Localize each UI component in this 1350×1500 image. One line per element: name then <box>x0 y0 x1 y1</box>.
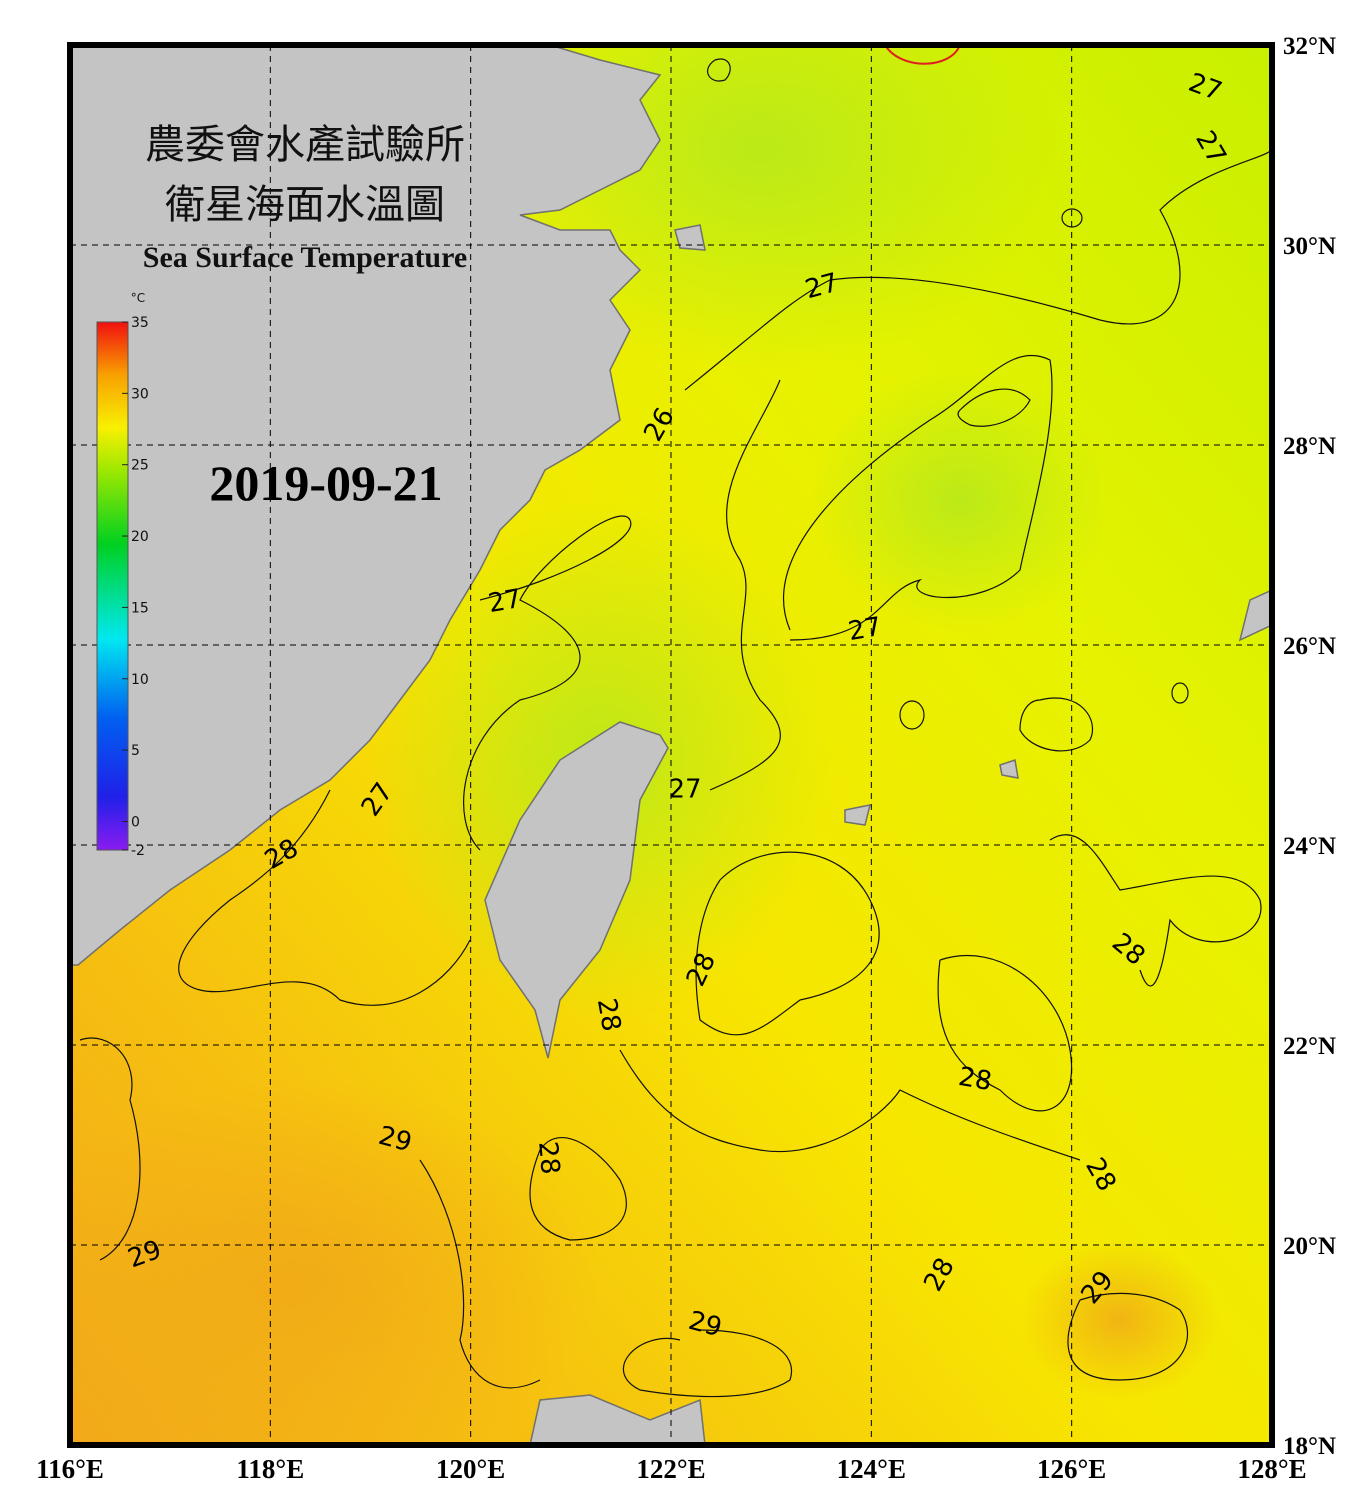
colorbar-tick-label: -2 <box>131 843 145 859</box>
lat-label: 30°N <box>1283 233 1336 260</box>
lat-label: 24°N <box>1283 833 1336 860</box>
lon-label: 124°E <box>837 1454 906 1484</box>
title-zh: 衛星海面水溫圖 <box>165 182 445 227</box>
title-en: Sea Surface Temperature <box>143 241 467 274</box>
island <box>674 224 706 251</box>
colorbar-tick-label: 30 <box>131 386 149 402</box>
lon-label: 122°E <box>636 1454 705 1484</box>
colorbar-tick-label: 20 <box>131 529 149 545</box>
colorbar-tick-label: 35 <box>131 315 149 331</box>
contour-label: 27 <box>846 612 884 647</box>
axis-labels: 116°E 118°E 120°E 122°E 124°E 126°E 128°E18°N 2… <box>36 33 1336 1484</box>
lat-label: 26°N <box>1283 633 1336 660</box>
cool-water <box>810 370 1110 630</box>
graticule <box>70 45 1272 1445</box>
date: 2019-09-21 <box>209 455 442 511</box>
lon-label: 120°E <box>436 1454 505 1484</box>
colorbar-tick-label: 15 <box>131 600 149 616</box>
isotherm-warm <box>884 45 961 65</box>
island <box>999 759 1019 779</box>
lat-label: 18°N <box>1283 1433 1336 1460</box>
contour-label: 27 <box>668 775 701 805</box>
lon-label: 126°E <box>1037 1454 1106 1484</box>
land <box>70 45 1272 1445</box>
title-zh: 農委會水產試驗所 <box>145 122 465 167</box>
colorbar-tick-label: 10 <box>131 672 149 688</box>
map-frame <box>67 42 1275 1448</box>
lat-label: 28°N <box>1283 433 1336 460</box>
isotherms <box>79 58 1272 1398</box>
warm-water <box>70 1080 600 1445</box>
colorbar-tick-label: 25 <box>131 458 149 474</box>
lon-label: 116°E <box>36 1454 104 1484</box>
island <box>844 804 872 826</box>
contour-label: 28 <box>532 1140 565 1176</box>
lon-label: 118°E <box>236 1454 304 1484</box>
taiwan <box>484 721 669 1059</box>
colorbar-tick-label: 0 <box>131 814 140 830</box>
colorbar-unit: °C <box>131 291 145 305</box>
contour-label: 28 <box>956 1062 994 1097</box>
lon-label: 128°E <box>1237 1454 1306 1484</box>
lat-label: 22°N <box>1283 1033 1336 1060</box>
luzon <box>529 1394 706 1445</box>
china-coast <box>70 45 662 966</box>
colorbar-ticks: -2 0 5 10 15 20 25 30 35 <box>122 315 149 859</box>
contour-label: 28 <box>591 996 626 1034</box>
contour-label: 27 <box>486 584 524 619</box>
lat-label: 20°N <box>1283 1233 1336 1260</box>
colorbar <box>96 321 129 851</box>
warm-water <box>1020 1240 1220 1400</box>
lat-label: 32°N <box>1283 33 1336 60</box>
colorbar-tick-label: 5 <box>131 743 140 759</box>
island <box>1238 589 1272 642</box>
